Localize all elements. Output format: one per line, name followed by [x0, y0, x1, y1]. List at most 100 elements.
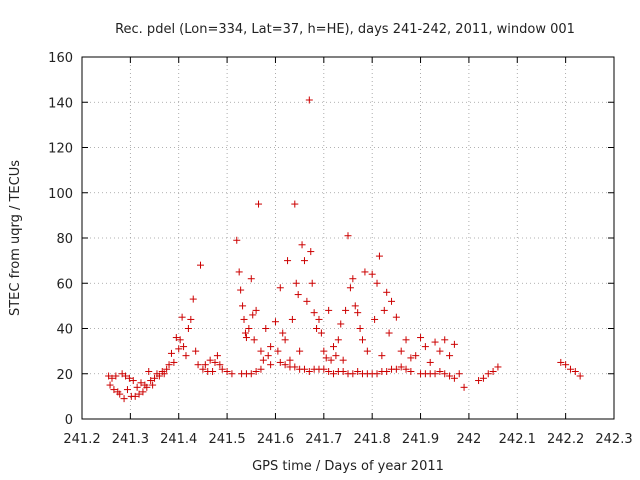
data-point [298, 241, 306, 249]
data-point [276, 358, 284, 366]
data-point [317, 329, 325, 337]
data-point [233, 236, 241, 244]
data-point [402, 365, 410, 373]
data-point [363, 347, 371, 355]
data-point [199, 365, 207, 373]
data-point [436, 347, 444, 355]
data-point [329, 370, 337, 378]
data-point [211, 358, 219, 366]
y-axis-ticks: 0 20 40 60 80 100 120 140 160 [48, 51, 614, 428]
x-tick-label: 242.1 [499, 432, 536, 447]
data-point [383, 367, 391, 375]
data-point [123, 386, 131, 394]
data-point [288, 315, 296, 323]
data-point [286, 356, 294, 364]
data-point [264, 352, 272, 360]
chart-title: Rec. pdel (Lon=334, Lat=37, h=HE), days … [115, 22, 575, 37]
data-point [206, 356, 214, 364]
data-point [402, 336, 410, 344]
data-point [356, 325, 364, 332]
data-point [315, 315, 323, 323]
data-point [475, 377, 483, 385]
data-point [276, 284, 284, 292]
data-point [271, 318, 279, 326]
data-point [431, 338, 439, 346]
data-point [274, 347, 282, 355]
x-tick-label: 241.4 [160, 432, 197, 447]
data-point [305, 96, 313, 104]
data-point [267, 343, 275, 351]
data-point [294, 291, 302, 299]
data-point [380, 306, 388, 314]
data-point [446, 352, 454, 360]
x-tick-label: 241.9 [402, 432, 439, 447]
data-point [562, 361, 570, 369]
data-point [339, 367, 347, 375]
data-point [165, 361, 173, 369]
data-point [436, 367, 444, 375]
y-tick-label: 40 [56, 323, 73, 338]
data-point [388, 297, 396, 305]
data-point [252, 306, 260, 314]
data-point [216, 361, 224, 369]
data-point [180, 343, 188, 351]
data-point [308, 279, 316, 287]
data-point [139, 388, 147, 396]
y-tick-label: 0 [65, 413, 73, 428]
data-point [557, 358, 565, 366]
data-point [494, 363, 502, 371]
y-tick-label: 60 [56, 277, 73, 292]
data-point [189, 295, 197, 303]
data-point [334, 336, 342, 344]
data-point [320, 347, 328, 355]
data-point [196, 261, 204, 269]
data-point [241, 329, 249, 337]
data-point [305, 367, 313, 375]
data-point [279, 329, 287, 337]
data-point [245, 325, 253, 332]
data-point [346, 284, 354, 292]
data-point [228, 370, 236, 378]
x-axis-ticks: 241.2 241.3 241.4 241.5 241.6 241.7 241.8 241.9… [63, 57, 633, 447]
data-point [120, 395, 128, 403]
data-point [300, 257, 308, 265]
data-point [325, 367, 333, 375]
data-point [426, 358, 434, 366]
y-tick-label: 100 [48, 187, 73, 202]
data-point [112, 372, 120, 380]
data-point [182, 352, 190, 360]
data-point [187, 315, 195, 323]
data-point [145, 367, 153, 375]
data-point [151, 374, 159, 382]
data-point [344, 232, 352, 240]
data-point [354, 367, 362, 375]
data-point [571, 367, 579, 375]
data-point [267, 361, 275, 369]
x-axis-label: GPS time / Days of year 2011 [252, 459, 444, 474]
data-point [135, 390, 143, 398]
data-point [163, 365, 171, 373]
data-point [300, 365, 308, 373]
data-point [373, 279, 381, 287]
data-point [131, 392, 139, 400]
data-point [218, 365, 226, 373]
x-tick-label: 241.6 [257, 432, 294, 447]
data-point [201, 361, 209, 369]
data-point [239, 302, 247, 310]
data-point [262, 325, 270, 332]
data-points [105, 96, 584, 403]
data-point [342, 306, 350, 314]
data-point [313, 325, 321, 332]
x-tick-label: 242 [456, 432, 481, 447]
data-point [106, 381, 114, 389]
data-point [417, 334, 425, 342]
data-point [383, 288, 391, 296]
data-point [194, 361, 202, 369]
data-point [373, 370, 381, 378]
data-point [371, 315, 379, 323]
data-point [143, 383, 151, 391]
data-point [125, 374, 133, 382]
x-tick-label: 241.2 [63, 432, 100, 447]
data-point [209, 367, 217, 375]
